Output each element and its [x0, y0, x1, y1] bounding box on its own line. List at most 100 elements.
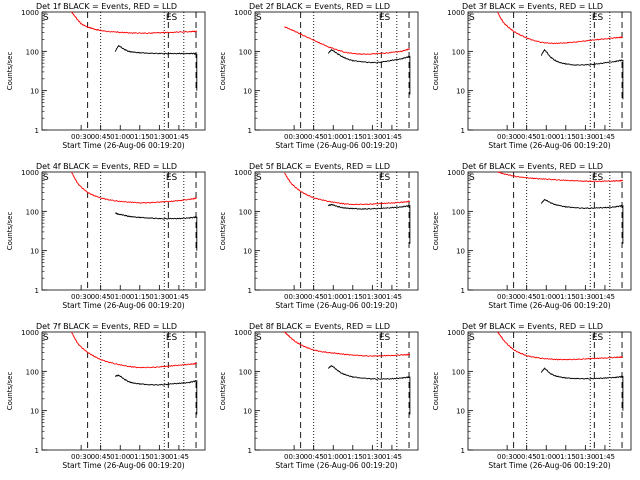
x-tick-label: 01:30: [149, 293, 169, 301]
x-tick-label: 01:00: [110, 293, 130, 301]
x-tick-label: 01:15: [556, 293, 576, 301]
panel-title: Det 4f BLACK = Events, RED = LLD: [36, 162, 177, 171]
x-tick-label: 01:15: [556, 453, 576, 461]
x-tick-label: 01:00: [536, 133, 556, 141]
x-tick-label: 01:30: [149, 133, 169, 141]
event-label-end: ES: [379, 173, 391, 183]
series-lld-line: [497, 331, 623, 361]
y-tick-label: 100: [26, 48, 39, 56]
detector-panel: Det 2f BLACK = Events, RED = LLD 1 10 100 10…: [219, 2, 419, 150]
series-events-line: [115, 212, 198, 251]
detector-panel: Det 1f BLACK = Events, RED = LLD 1 10 100 10…: [6, 2, 206, 150]
series-events-line: [327, 48, 411, 95]
event-label-end: ES: [592, 173, 604, 183]
detector-panel: Det 7f BLACK = Events, RED = LLD 1 10 100 10…: [6, 322, 206, 470]
x-tick-label: 00:30: [284, 453, 304, 461]
x-tick-label: 01:00: [323, 293, 343, 301]
x-tick-label: 01:15: [130, 133, 150, 141]
detector-panel: Det 5f BLACK = Events, RED = LLD 1 10 100 10…: [219, 162, 419, 310]
series-events-line: [540, 48, 624, 100]
y-tick-label: 10: [30, 248, 39, 256]
y-tick-label: 100: [452, 48, 465, 56]
y-axis-label: Counts/sec: [6, 372, 14, 411]
panel-title: Det 8f BLACK = Events, RED = LLD: [249, 322, 390, 331]
panel-title: Det 7f BLACK = Events, RED = LLD: [36, 322, 177, 331]
y-axis-label: Counts/sec: [219, 372, 227, 411]
y-tick-label: 10: [30, 408, 39, 416]
x-tick-label: 01:30: [149, 453, 169, 461]
y-tick-label: 10: [243, 248, 252, 256]
y-tick-label: 10: [243, 408, 252, 416]
y-tick-label: 100: [26, 368, 39, 376]
x-tick-label: 01:15: [343, 293, 363, 301]
y-tick-label: 100: [239, 208, 252, 216]
panel-title: Det 3f BLACK = Events, RED = LLD: [462, 2, 603, 11]
event-label-start: S: [43, 173, 49, 183]
series-events-line: [327, 203, 411, 244]
x-tick-label: 01:30: [362, 453, 382, 461]
y-tick-label: 100: [452, 368, 465, 376]
event-label-start: S: [469, 333, 475, 343]
detector-panel: Det 3f BLACK = Events, RED = LLD 1 10 100 10…: [432, 2, 632, 150]
y-tick-label: 10: [456, 248, 465, 256]
detector-panel: Det 9f BLACK = Events, RED = LLD 1 10 100 10…: [432, 322, 632, 470]
y-tick-label: 100: [239, 48, 252, 56]
x-tick-label: 01:00: [536, 453, 556, 461]
y-tick-label: 1: [35, 287, 39, 295]
plot-frame: [254, 331, 419, 451]
series-lld-line: [284, 172, 410, 206]
series-events-line: [540, 198, 624, 244]
y-tick-label: 1: [248, 127, 252, 135]
y-tick-label: 10: [456, 408, 465, 416]
y-axis-label: Counts/sec: [6, 52, 14, 91]
series-events-line: [114, 44, 198, 91]
y-tick-label: 1000: [447, 329, 465, 337]
x-tick-label: 01:00: [110, 453, 130, 461]
y-tick-label: 1000: [21, 169, 39, 177]
x-tick-label: 01:15: [343, 453, 363, 461]
plot-frame: [254, 11, 419, 131]
x-tick-label: 00:30: [497, 293, 517, 301]
x-axis-label: Start Time (26-Aug-06 00:19:20): [62, 461, 184, 470]
x-tick-label: 00:30: [71, 293, 91, 301]
series-lld-line: [284, 331, 410, 357]
y-tick-label: 1000: [234, 9, 252, 17]
x-tick-label: 01:30: [362, 133, 382, 141]
x-tick-label: 00:45: [517, 133, 537, 141]
y-tick-label: 1: [461, 127, 465, 135]
x-tick-label: 00:30: [284, 133, 304, 141]
y-tick-label: 100: [239, 368, 252, 376]
x-tick-label: 00:30: [497, 453, 517, 461]
x-tick-label: 01:15: [343, 133, 363, 141]
plot-frame: [41, 331, 206, 451]
detector-panel: Det 8f BLACK = Events, RED = LLD 1 10 100 10…: [219, 322, 419, 470]
plot-frame: [467, 331, 632, 451]
detector-panel: Det 4f BLACK = Events, RED = LLD 1 10 100 10…: [6, 162, 206, 310]
panel-title: Det 6f BLACK = Events, RED = LLD: [462, 162, 603, 171]
x-tick-label: 01:45: [595, 293, 615, 301]
x-axis-label: Start Time (26-Aug-06 00:19:20): [488, 301, 610, 310]
plot-frame: [467, 171, 632, 291]
x-tick-label: 01:30: [575, 133, 595, 141]
x-tick-label: 01:15: [130, 453, 150, 461]
plot-frame: [41, 11, 206, 131]
x-tick-label: 01:00: [323, 133, 343, 141]
panel-title: Det 5f BLACK = Events, RED = LLD: [249, 162, 390, 171]
y-tick-label: 1: [461, 287, 465, 295]
y-axis-label: Counts/sec: [219, 52, 227, 91]
panel-title: Det 9f BLACK = Events, RED = LLD: [462, 322, 603, 331]
x-tick-label: 00:45: [91, 453, 111, 461]
event-label-end: ES: [166, 333, 178, 343]
x-tick-label: 00:45: [517, 453, 537, 461]
y-tick-label: 10: [243, 88, 252, 96]
y-tick-label: 1: [248, 447, 252, 455]
panel-title: Det 1f BLACK = Events, RED = LLD: [36, 2, 177, 11]
y-tick-label: 1000: [447, 169, 465, 177]
x-tick-label: 01:45: [595, 453, 615, 461]
series-lld-line: [497, 11, 623, 45]
series-events-line: [540, 367, 624, 411]
x-axis-label: Start Time (26-Aug-06 00:19:20): [62, 141, 184, 150]
x-axis-label: Start Time (26-Aug-06 00:19:20): [275, 141, 397, 150]
x-tick-label: 01:45: [382, 133, 402, 141]
x-tick-label: 00:30: [71, 133, 91, 141]
